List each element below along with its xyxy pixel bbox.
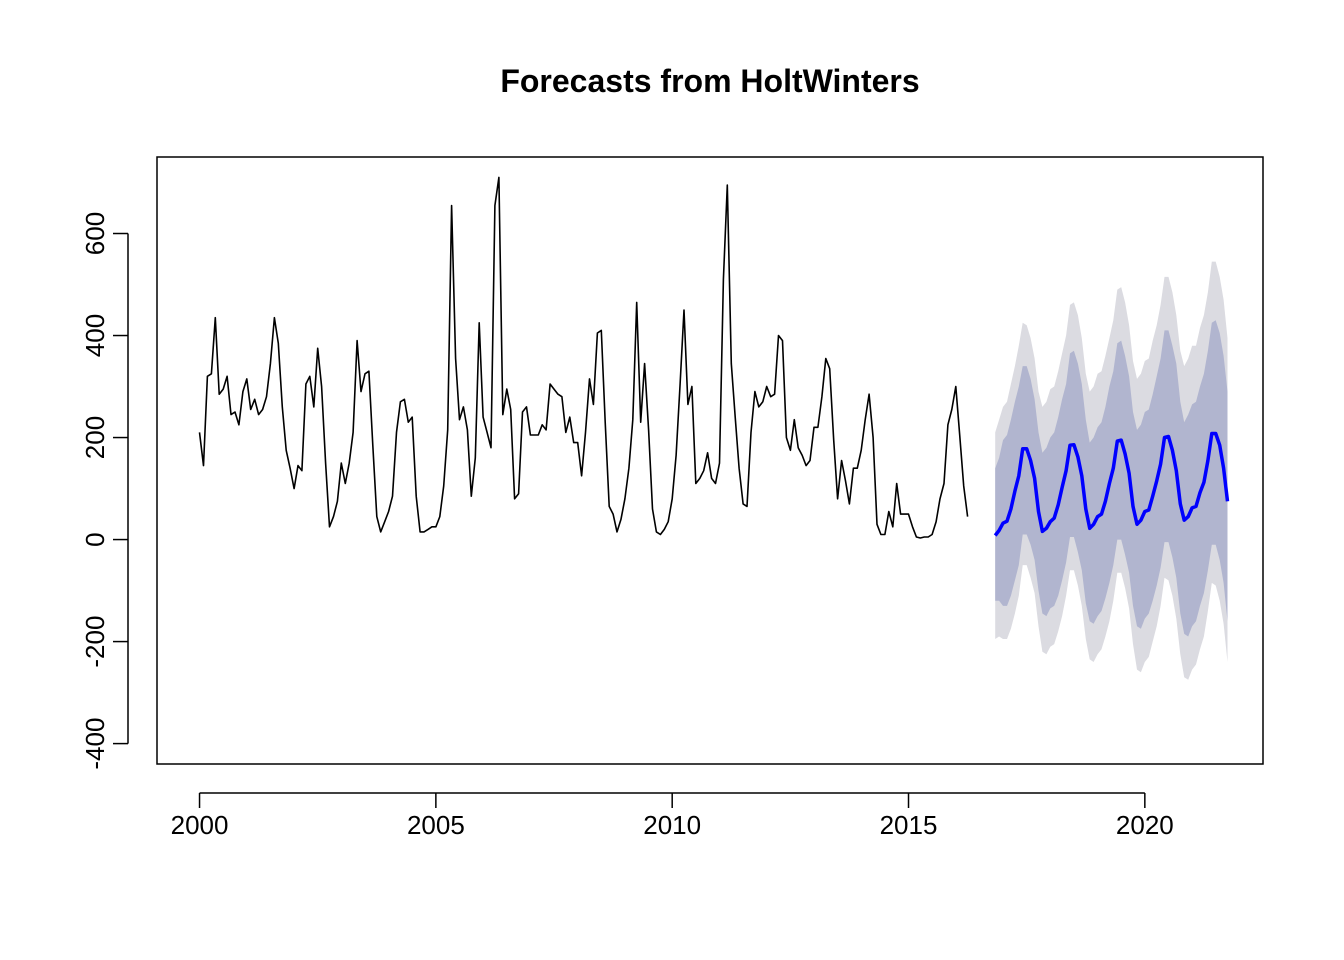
- y-axis: -400 -200 0 200 400 600: [80, 212, 129, 770]
- x-axis: 2000 2005 2010 2015 2020: [171, 792, 1174, 840]
- x-tick-label: 2010: [643, 810, 701, 840]
- y-tick-label: -400: [80, 718, 110, 770]
- series-lines: [198, 176, 1230, 539]
- y-tick-label: 600: [80, 212, 110, 255]
- y-tick-label: 400: [80, 314, 110, 357]
- x-tick-label: 2015: [880, 810, 938, 840]
- y-tick-label: 0: [80, 532, 110, 546]
- x-tick-label: 2000: [171, 810, 229, 840]
- x-tick-label: 2005: [407, 810, 465, 840]
- x-tick-label: 2020: [1116, 810, 1174, 840]
- y-tick-label: 200: [80, 416, 110, 459]
- y-tick-label: -200: [80, 616, 110, 668]
- chart-title: Forecasts from HoltWinters: [500, 63, 919, 99]
- observed-series-line: [198, 176, 969, 539]
- plot-frame: [156, 156, 1264, 765]
- forecast-series-line: [993, 431, 1230, 537]
